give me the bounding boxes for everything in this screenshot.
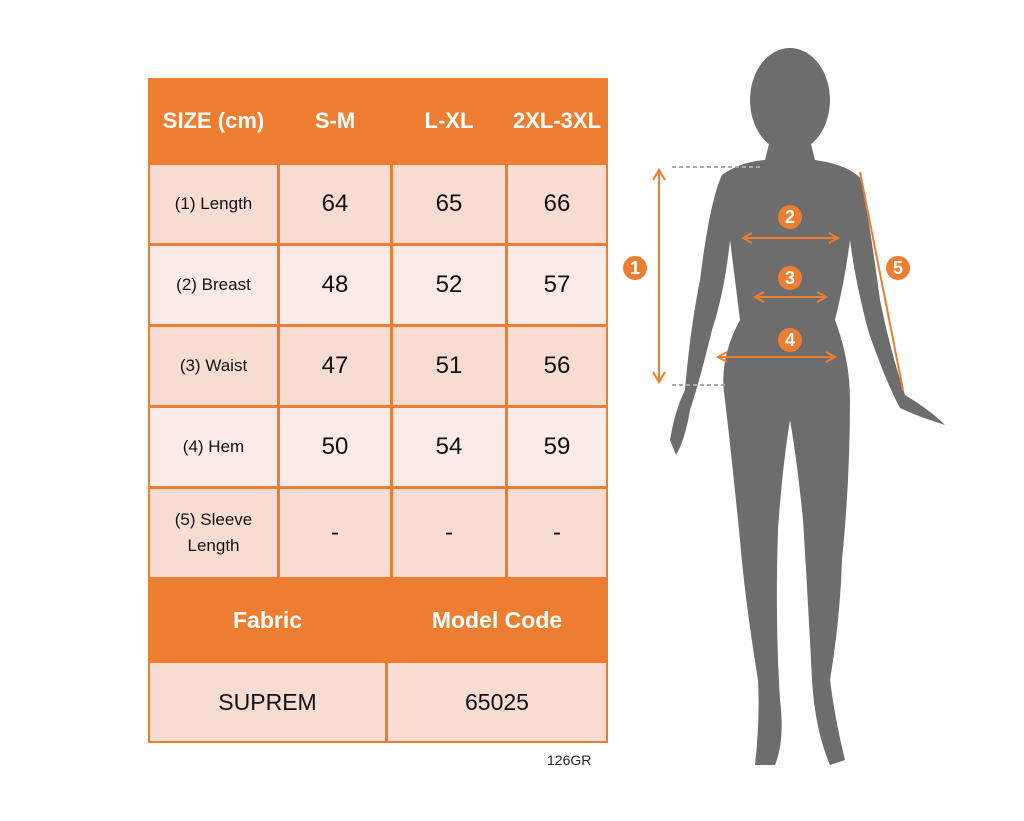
table-row: (1) Length 64 65 66 [150, 165, 606, 243]
header-size: SIZE (cm) [150, 80, 277, 162]
value-cell: 50 [280, 408, 390, 486]
table-row: (4) Hem 50 54 59 [150, 408, 606, 486]
body-silhouette-figure: 1 2 3 4 5 [623, 48, 945, 765]
measure-lines [652, 166, 904, 391]
header-2xl-3xl: 2XL-3XL [508, 80, 606, 162]
marker-2-icon [778, 205, 802, 229]
model-code-header: Model Code [388, 580, 606, 660]
row-label: (5) Sleeve Length [150, 489, 277, 577]
table-row: (2) Breast 48 52 57 [150, 246, 606, 324]
header-s-m: S-M [280, 80, 390, 162]
value-cell: 64 [280, 165, 390, 243]
row-label: (1) Length [150, 165, 277, 243]
footer-value-row: SUPREM 65025 [150, 663, 606, 741]
table-row: (3) Waist 47 51 56 [150, 327, 606, 405]
value-cell: 51 [393, 327, 505, 405]
value-cell: 56 [508, 327, 606, 405]
marker-3: 3 [785, 268, 795, 288]
product-code: 126GR [547, 752, 592, 768]
value-cell: - [393, 489, 505, 577]
fabric-value: SUPREM [150, 663, 385, 741]
footer-header-row: Fabric Model Code [150, 580, 606, 660]
value-cell: 66 [508, 165, 606, 243]
value-cell: - [508, 489, 606, 577]
marker-5: 5 [893, 258, 903, 278]
value-cell: 48 [280, 246, 390, 324]
marker-3-icon [778, 266, 802, 290]
marker-4-icon [778, 328, 802, 352]
value-cell: - [280, 489, 390, 577]
row-label: (3) Waist [150, 327, 277, 405]
value-cell: 65 [393, 165, 505, 243]
size-chart-table: SIZE (cm) S-M L-XL 2XL-3XL (1) Length 64… [148, 78, 608, 743]
silhouette-icon [670, 48, 945, 765]
value-cell: 57 [508, 246, 606, 324]
model-code-value: 65025 [388, 663, 606, 741]
table-row: (5) Sleeve Length - - - [150, 489, 606, 577]
fabric-header: Fabric [150, 580, 385, 660]
row-label: (2) Breast [150, 246, 277, 324]
marker-1-icon [623, 256, 647, 280]
value-cell: 47 [280, 327, 390, 405]
header-l-xl: L-XL [393, 80, 505, 162]
value-cell: 59 [508, 408, 606, 486]
marker-1: 1 [630, 258, 640, 278]
marker-5-icon [886, 256, 910, 280]
value-cell: 54 [393, 408, 505, 486]
value-cell: 52 [393, 246, 505, 324]
row-label: (4) Hem [150, 408, 277, 486]
header-row: SIZE (cm) S-M L-XL 2XL-3XL [150, 80, 606, 162]
marker-2: 2 [785, 207, 795, 227]
marker-4: 4 [785, 330, 795, 350]
